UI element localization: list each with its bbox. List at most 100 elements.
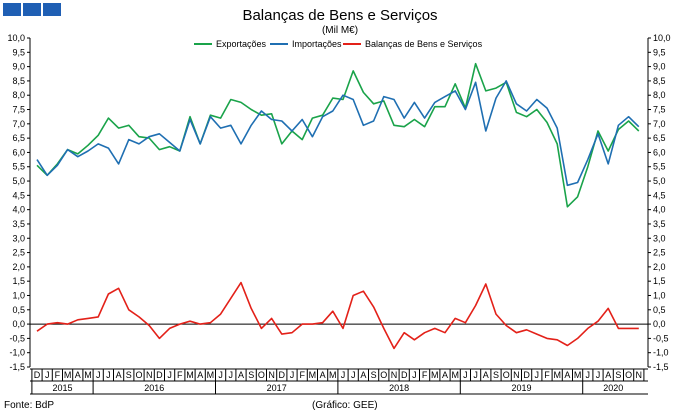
source-note: Fonte: BdP xyxy=(4,400,55,411)
y-axis-left: -1,5 -1,0 -0,5 0,0 0,5 1,0 1,5 2,0 2,5 3,0 3,5 4,0 4… xyxy=(7,33,31,372)
y-tick-label-right: 4,5 xyxy=(653,190,666,200)
y-tick-label-left: 8,0 xyxy=(12,90,25,100)
month-label: M xyxy=(553,370,561,380)
y-tick-label-left: 0,5 xyxy=(12,305,25,315)
month-label: M xyxy=(329,370,337,380)
y-tick-label-left: 9,5 xyxy=(12,47,25,57)
y-tick-label-left: -1,5 xyxy=(9,362,25,372)
y-tick-label-left: 7,0 xyxy=(12,119,25,129)
y-tick-label-right: 9,5 xyxy=(653,47,666,57)
y-tick-label-right: 0,5 xyxy=(653,305,666,315)
year-label: 2019 xyxy=(511,383,531,393)
month-label: O xyxy=(258,370,265,380)
month-label: N xyxy=(268,370,275,380)
month-label: A xyxy=(320,370,326,380)
month-label: M xyxy=(186,370,194,380)
month-label: A xyxy=(116,370,122,380)
month-label: J xyxy=(229,370,234,380)
month-label: S xyxy=(615,370,621,380)
month-label: F xyxy=(177,370,183,380)
legend-label-importacoes: Importações xyxy=(292,39,342,49)
y-tick-label-left: 10,0 xyxy=(7,33,25,43)
y-tick-label-right: 5,5 xyxy=(653,162,666,172)
month-label: J xyxy=(96,370,101,380)
month-label: F xyxy=(55,370,61,380)
y-tick-label-right: 4,0 xyxy=(653,205,666,215)
y-tick-label-right: 2,5 xyxy=(653,248,666,258)
month-label: M xyxy=(451,370,459,380)
month-label: J xyxy=(412,370,417,380)
corner-square-icon xyxy=(3,3,21,16)
month-label: D xyxy=(401,370,408,380)
y-tick-label-right: -1,0 xyxy=(653,348,669,358)
y-tick-label-left: 6,5 xyxy=(12,133,25,143)
chart-subtitle: (Mil M€) xyxy=(321,25,359,36)
year-label: 2017 xyxy=(267,383,287,393)
y-tick-label-left: 1,5 xyxy=(12,276,25,286)
y-tick-label-left: 0,0 xyxy=(12,319,25,329)
y-tick-label-left: 5,0 xyxy=(12,176,25,186)
month-label: D xyxy=(523,370,530,380)
month-label: A xyxy=(483,370,489,380)
y-tick-label-right: 3,0 xyxy=(653,233,666,243)
month-label: A xyxy=(442,370,448,380)
series-layer xyxy=(36,62,640,350)
month-label: F xyxy=(422,370,428,380)
y-tick-label-right: 0,0 xyxy=(653,319,666,329)
y-tick-label-right: 7,5 xyxy=(653,105,666,115)
corner-square-icon xyxy=(23,3,41,16)
month-label: J xyxy=(218,370,223,380)
month-label: N xyxy=(636,370,643,380)
month-label: J xyxy=(106,370,111,380)
month-label: S xyxy=(248,370,254,380)
y-tick-label-right: -1,5 xyxy=(653,362,669,372)
y-tick-label-left: 9,0 xyxy=(12,62,25,72)
month-label: O xyxy=(625,370,632,380)
y-tick-label-left: 6,0 xyxy=(12,147,25,157)
y-tick-label-right: 10,0 xyxy=(653,33,671,43)
month-label: F xyxy=(299,370,305,380)
legend: Exportações Importações Balanças de Bens e… xyxy=(194,39,483,49)
month-label: N xyxy=(513,370,520,380)
month-label: J xyxy=(45,370,50,380)
legend-label-exportacoes: Exportações xyxy=(216,39,267,49)
chart-credit: (Gráfico: GEE) xyxy=(312,400,378,411)
year-label: 2018 xyxy=(389,383,409,393)
y-tick-label-right: 7,0 xyxy=(653,119,666,129)
month-label: M xyxy=(64,370,72,380)
month-label: S xyxy=(126,370,132,380)
month-label: A xyxy=(238,370,244,380)
corner-square-icon xyxy=(43,3,61,16)
month-label: J xyxy=(463,370,468,380)
month-label: A xyxy=(75,370,81,380)
y-tick-label-left: -0,5 xyxy=(9,333,25,343)
y-tick-label-left: 7,5 xyxy=(12,105,25,115)
month-label: M xyxy=(207,370,215,380)
month-label: M xyxy=(431,370,439,380)
y-tick-label-left: 3,0 xyxy=(12,233,25,243)
year-label: 2020 xyxy=(603,383,623,393)
y-tick-label-right: 1,5 xyxy=(653,276,666,286)
y-tick-label-left: 2,0 xyxy=(12,262,25,272)
month-label: S xyxy=(371,370,377,380)
y-tick-label-left: -1,0 xyxy=(9,348,25,358)
month-label: D xyxy=(34,370,41,380)
month-label: O xyxy=(503,370,510,380)
y-tick-label-right: 1,0 xyxy=(653,290,666,300)
y-tick-label-left: 4,0 xyxy=(12,205,25,215)
month-label: S xyxy=(493,370,499,380)
y-tick-label-left: 2,5 xyxy=(12,248,25,258)
y-tick-label-left: 4,5 xyxy=(12,190,25,200)
month-label: J xyxy=(351,370,356,380)
y-tick-label-right: -0,5 xyxy=(653,333,669,343)
y-tick-label-right: 6,0 xyxy=(653,147,666,157)
y-axis-right: -1,5 -1,0 -0,5 0,0 0,5 1,0 1,5 2,0 2,5 3,0 3,5 4,0 4… xyxy=(647,33,671,372)
month-label: J xyxy=(535,370,540,380)
month-label: A xyxy=(564,370,570,380)
y-tick-label-left: 5,5 xyxy=(12,162,25,172)
month-label: J xyxy=(290,370,295,380)
month-label: J xyxy=(473,370,478,380)
month-label: J xyxy=(167,370,172,380)
